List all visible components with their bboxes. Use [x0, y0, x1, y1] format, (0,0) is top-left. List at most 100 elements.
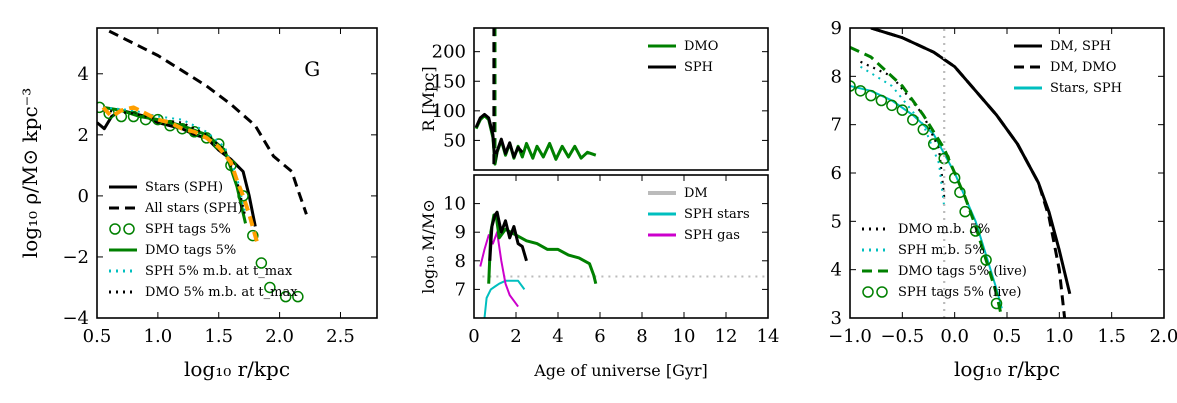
x-tick-label: 12: [715, 326, 738, 347]
legend-item: SPH 5% m.b. at t_max: [109, 264, 293, 279]
legend: DM, SPH DM, DMO Stars, SPH DMO m.b. 5% SPH m…: [862, 39, 1122, 300]
x-tick-label: 1.5: [204, 326, 233, 347]
legend-item: DM: [648, 186, 708, 201]
x-tick-label: 6: [594, 326, 605, 347]
legend-item: SPH: [648, 60, 713, 75]
legend-label: Stars, SPH: [1050, 81, 1122, 96]
legend-item: DM, DMO: [1014, 60, 1116, 75]
y-tick-label: 4: [831, 260, 842, 281]
x-tick-label: 14: [757, 326, 780, 347]
legend-item: DMO tags 5%: [109, 243, 236, 258]
panel-middle-bottom: 7 8 9 10 0 2 4 6 8 10 12 14 Age of universe [Gyr] log…: [419, 174, 780, 380]
legend-marker: [123, 223, 135, 235]
legend-label: All stars (SPH): [144, 201, 243, 216]
legend-item: SPH tags 5%: [109, 222, 231, 237]
data-point: [292, 290, 304, 303]
data-point: [954, 186, 966, 199]
legend-label: SPH: [684, 60, 713, 75]
legend-item: All stars (SPH): [109, 201, 243, 216]
plot-area: [850, 28, 1072, 318]
y-tick-label: 150: [432, 71, 466, 92]
y-tick-label: 9: [455, 222, 466, 243]
legend-label: SPH m.b. 5%: [898, 243, 985, 258]
data-point: [948, 172, 961, 184]
legend-item: DMO: [648, 39, 718, 54]
plot-area: [97, 29, 308, 303]
legend-label: SPH stars: [684, 207, 750, 222]
x-tick-label: 0.5: [83, 326, 112, 347]
y-tick-label: 10: [443, 194, 466, 215]
series-line: [108, 29, 308, 215]
legend-label: Stars (SPH): [145, 180, 223, 195]
legend-label: DM, DMO: [1050, 60, 1116, 75]
x-tick-label: 0.5: [993, 326, 1022, 347]
legend-label: SPH 5% m.b. at t_max: [145, 264, 293, 279]
legend-item: DMO 5% m.b. at t_max: [109, 285, 298, 300]
legend-label: DM: [684, 186, 708, 201]
data-point: [247, 229, 259, 242]
data-point: [969, 225, 982, 237]
legend-item: SPH m.b. 5%: [862, 243, 985, 258]
legend-item: DM, SPH: [1014, 39, 1111, 54]
y-tick-label: 9: [831, 18, 842, 39]
y-tick-label: −2: [62, 247, 89, 268]
data-point: [255, 257, 268, 269]
y-tick-label: 2: [78, 125, 89, 146]
legend-marker: [876, 286, 888, 298]
data-point: [917, 123, 930, 136]
legend-item: Stars, SPH: [1014, 81, 1122, 96]
series-line: [101, 105, 260, 246]
series-sph-gas: [479, 231, 519, 308]
y-tick-label: 50: [443, 130, 466, 151]
legend-item: DMO tags 5% (live): [862, 264, 1027, 279]
x-tick-label: 2.5: [326, 326, 355, 347]
x-tick-label: −1.0: [828, 326, 872, 347]
y-tick-label: 4: [78, 64, 89, 85]
legend-label: SPH tags 5% (live): [898, 285, 1021, 300]
y-axis-label: log₁₀ ρ/M⊙ kpc⁻³: [18, 88, 42, 258]
y-tick-label: 7: [831, 115, 842, 136]
y-tick-label: 8: [831, 66, 842, 87]
x-tick-label: 2: [510, 326, 521, 347]
y-tick-label: 3: [831, 308, 842, 329]
data-point: [854, 85, 867, 97]
series-line: [474, 112, 524, 165]
series-dm-dmo: [870, 28, 1067, 318]
legend-label: DMO m.b. 5%: [898, 222, 990, 237]
legend-item: DMO m.b. 5%: [862, 222, 990, 237]
legend-label: DMO 5% m.b. at t_max: [145, 285, 298, 300]
plot-area: [474, 28, 597, 166]
panel-left: −4 −2 0 2 4 0.5 1.0 1.5 2.0 2.5 log₁₀ r/kpc log₁₀ ρ…: [18, 27, 378, 381]
y-tick-label: 7: [455, 279, 466, 300]
legend-label: SPH tags 5%: [145, 222, 231, 237]
legend-item: Stars (SPH): [109, 180, 223, 195]
data-point: [896, 104, 909, 116]
data-point: [907, 114, 919, 126]
axes-frame: [473, 27, 769, 171]
legend-marker: [109, 223, 121, 235]
legend-item: SPH tags 5% (live): [862, 285, 1021, 300]
legend-label: DMO tags 5%: [145, 243, 236, 258]
series-line: [870, 28, 1067, 318]
legend: DM SPH stars SPH gas: [648, 186, 750, 243]
data-point: [865, 89, 877, 102]
series-line: [483, 279, 526, 318]
y-axis-label: log₁₀ M/M⊙: [419, 199, 438, 293]
y-tick-label: 100: [432, 101, 466, 122]
y-tick-label: −4: [62, 308, 89, 329]
series-line: [488, 210, 528, 262]
series-all-stars-sph-: [108, 29, 308, 215]
x-tick-label: −0.5: [880, 326, 924, 347]
data-point: [990, 297, 1003, 310]
x-tick-label: 10: [673, 326, 696, 347]
legend: Stars (SPH) All stars (SPH) SPH tags 5% DMO…: [109, 180, 298, 300]
series-sph-stars: [483, 279, 526, 318]
x-tick-label: 1.5: [1097, 326, 1126, 347]
x-tick-label: 2.0: [265, 326, 294, 347]
x-tick-label: 8: [636, 326, 647, 347]
legend-label: DMO tags 5% (live): [898, 264, 1027, 279]
x-tick-label: 2.0: [1150, 326, 1177, 347]
series-sph: [474, 112, 524, 165]
y-axis-label: R [Mpc]: [419, 66, 438, 131]
